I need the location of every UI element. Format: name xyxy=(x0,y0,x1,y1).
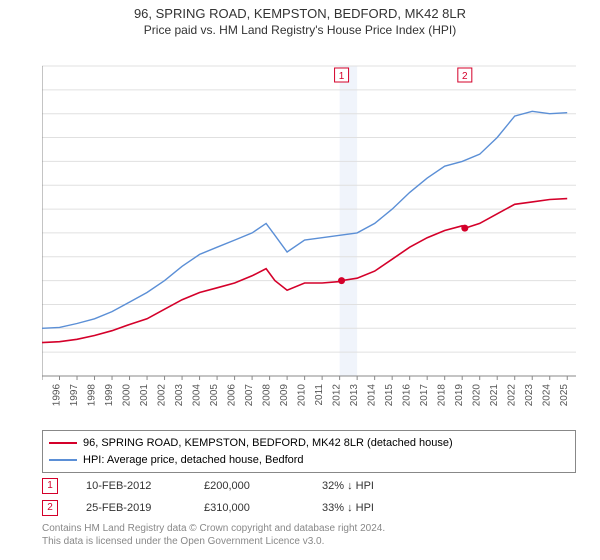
legend-label: 96, SPRING ROAD, KEMPSTON, BEDFORD, MK42… xyxy=(83,435,453,452)
legend-row: HPI: Average price, detached house, Bedf… xyxy=(49,452,569,469)
svg-text:2002: 2002 xyxy=(157,384,168,407)
svg-text:2012: 2012 xyxy=(332,384,343,407)
svg-text:2004: 2004 xyxy=(192,384,203,407)
svg-text:2017: 2017 xyxy=(419,384,430,407)
svg-text:2023: 2023 xyxy=(524,384,535,407)
svg-text:1999: 1999 xyxy=(104,384,115,407)
svg-text:1996: 1996 xyxy=(52,384,63,407)
svg-text:2020: 2020 xyxy=(472,384,483,407)
svg-text:2001: 2001 xyxy=(139,384,150,407)
title-main: 96, SPRING ROAD, KEMPSTON, BEDFORD, MK42… xyxy=(0,6,600,21)
svg-text:2009: 2009 xyxy=(279,384,290,407)
marker-table: 1 10-FEB-2012 £200,000 32% ↓ HPI 2 25-FE… xyxy=(42,472,562,516)
legend-swatch-hpi xyxy=(49,459,77,461)
marker-date: 10-FEB-2012 xyxy=(86,480,176,492)
svg-text:1995: 1995 xyxy=(42,384,45,407)
marker-table-row: 2 25-FEB-2019 £310,000 33% ↓ HPI xyxy=(42,500,562,516)
svg-text:2013: 2013 xyxy=(349,384,360,407)
legend-row: 96, SPRING ROAD, KEMPSTON, BEDFORD, MK42… xyxy=(49,435,569,452)
marker-price: £200,000 xyxy=(204,480,294,492)
svg-text:2021: 2021 xyxy=(489,384,500,407)
footer-line: This data is licensed under the Open Gov… xyxy=(42,535,385,548)
marker-badge-1: 1 xyxy=(42,478,58,494)
svg-text:2025: 2025 xyxy=(559,384,570,407)
marker-table-row: 1 10-FEB-2012 £200,000 32% ↓ HPI xyxy=(42,478,562,494)
marker-delta: 32% ↓ HPI xyxy=(322,480,412,492)
title-block: 96, SPRING ROAD, KEMPSTON, BEDFORD, MK42… xyxy=(0,0,600,37)
svg-text:2006: 2006 xyxy=(227,384,238,407)
svg-text:2007: 2007 xyxy=(244,384,255,407)
legend-swatch-price xyxy=(49,442,77,444)
chart-container: 96, SPRING ROAD, KEMPSTON, BEDFORD, MK42… xyxy=(0,0,600,560)
svg-text:1998: 1998 xyxy=(87,384,98,407)
footer: Contains HM Land Registry data © Crown c… xyxy=(42,522,385,548)
marker-delta: 33% ↓ HPI xyxy=(322,502,412,514)
svg-text:2024: 2024 xyxy=(542,384,553,407)
svg-text:2000: 2000 xyxy=(122,384,133,407)
marker-badge-2: 2 xyxy=(42,500,58,516)
svg-text:2014: 2014 xyxy=(367,384,378,407)
svg-text:2: 2 xyxy=(462,71,468,82)
svg-text:2010: 2010 xyxy=(297,384,308,407)
marker-price: £310,000 xyxy=(204,502,294,514)
svg-text:2016: 2016 xyxy=(402,384,413,407)
svg-text:2019: 2019 xyxy=(454,384,465,407)
legend-label: HPI: Average price, detached house, Bedf… xyxy=(83,452,304,469)
svg-text:2008: 2008 xyxy=(262,384,273,407)
svg-text:2015: 2015 xyxy=(384,384,395,407)
footer-line: Contains HM Land Registry data © Crown c… xyxy=(42,522,385,535)
title-sub: Price paid vs. HM Land Registry's House … xyxy=(0,23,600,37)
svg-text:2003: 2003 xyxy=(174,384,185,407)
svg-text:2022: 2022 xyxy=(507,384,518,407)
marker-date: 25-FEB-2019 xyxy=(86,502,176,514)
legend: 96, SPRING ROAD, KEMPSTON, BEDFORD, MK42… xyxy=(42,430,576,473)
svg-text:1: 1 xyxy=(339,71,345,82)
svg-text:2018: 2018 xyxy=(437,384,448,407)
line-chart: £0£50K£100K£150K£200K£250K£300K£350K£400… xyxy=(42,46,582,416)
svg-text:1997: 1997 xyxy=(69,384,80,407)
svg-text:2011: 2011 xyxy=(314,384,325,406)
svg-text:2005: 2005 xyxy=(209,384,220,407)
